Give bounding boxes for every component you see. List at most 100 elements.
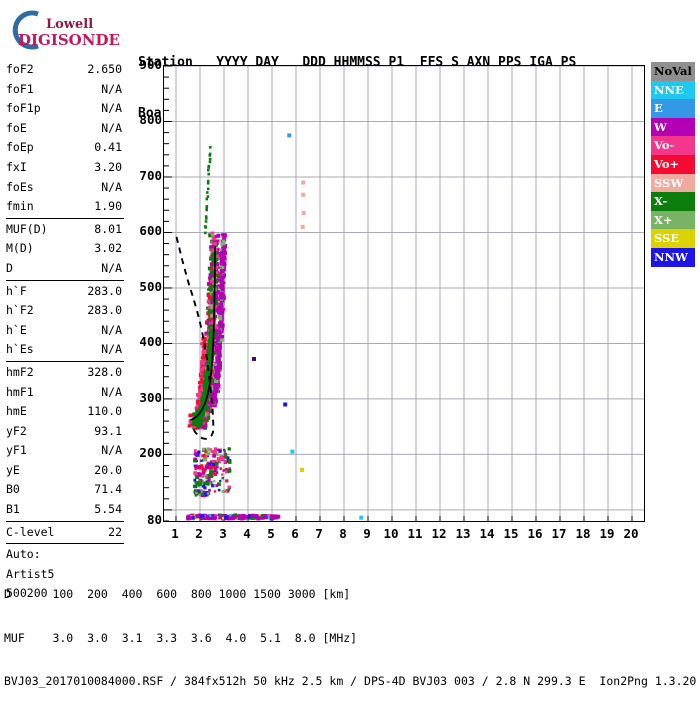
x-axis-tick-label: 17 <box>551 526 567 541</box>
param-row: foEp 0.41 <box>4 138 126 158</box>
param-name: foE <box>6 120 27 135</box>
param-name: foF1 <box>6 81 34 96</box>
x-axis-tick-label: 12 <box>431 526 447 541</box>
param-row: h`Es N/A <box>4 340 126 360</box>
x-axis-tick-label: 13 <box>455 526 471 541</box>
param-row: foEs N/A <box>4 178 126 198</box>
param-row: hmF1 N/A <box>4 383 126 403</box>
param-value: N/A <box>101 179 122 194</box>
param-name: h`F <box>6 283 27 298</box>
param-name: fxI <box>6 159 27 174</box>
x-axis-tick-label: 14 <box>479 526 495 541</box>
param-row: h`F 283.0 <box>4 282 126 302</box>
param-divider <box>6 543 124 545</box>
footer-distance-row: D 100 200 400 600 800 1000 1500 3000 [km… <box>4 587 351 601</box>
ionogram-canvas[interactable] <box>164 66 644 521</box>
ionogram-plot[interactable] <box>163 65 645 522</box>
legend-item-ssw[interactable]: SSW <box>651 173 695 193</box>
param-value: 328.0 <box>87 364 122 379</box>
param-row: h`E N/A <box>4 321 126 341</box>
y-axis-tick-label: 600 <box>139 223 162 239</box>
x-axis-tick-label: 5 <box>267 526 275 541</box>
param-divider <box>6 279 124 281</box>
param-name: hmF2 <box>6 364 34 379</box>
legend-item-nne[interactable]: NNE <box>651 80 695 100</box>
param-name: B1 <box>6 502 20 517</box>
x-axis-tick-label: 9 <box>363 526 371 541</box>
param-name: h`E <box>6 322 27 337</box>
param-group-frequencies: foF2 2.650 foF1 N/A foF1p N/A foE N/A foEp 0.… <box>4 60 126 217</box>
param-row: M(D) 3.02 <box>4 239 126 259</box>
param-group-muf: MUF(D) 8.01 M(D) 3.02 D N/A <box>4 220 126 279</box>
y-axis-tick-label: 900 <box>139 57 162 72</box>
param-row: hmE 110.0 <box>4 402 126 422</box>
lowell-digisonde-logo: Lowell DIGISONDE <box>8 8 128 50</box>
legend-item-vo-[interactable]: Vo- <box>651 136 695 155</box>
footer-muf-row: MUF 3.0 3.0 3.1 3.3 3.6 4.0 5.1 8.0 [MHz… <box>4 630 358 645</box>
param-value: 0.41 <box>94 140 122 155</box>
param-name: D <box>6 260 13 275</box>
x-axis-tick-label: 2 <box>195 526 203 541</box>
param-row: MUF(D) 8.01 <box>4 220 126 240</box>
param-value: 5.54 <box>94 502 122 517</box>
x-axis-tick-label: 8 <box>339 526 347 541</box>
echo-scatter-points <box>186 133 364 521</box>
param-value: N/A <box>101 260 122 275</box>
autoscaling-info: Auto: Artist5 500200 <box>4 545 126 604</box>
x-axis-tick-label: 19 <box>599 526 615 541</box>
param-name: yF2 <box>6 423 27 438</box>
legend-item-nnw[interactable]: NNW <box>651 247 695 267</box>
param-value: N/A <box>101 101 122 116</box>
param-row: hmF2 328.0 <box>4 363 126 383</box>
y-axis-tick-label: 700 <box>139 167 162 183</box>
param-value: N/A <box>101 443 122 458</box>
param-name: yE <box>6 462 20 477</box>
legend-item-noval[interactable]: NoVal <box>651 62 695 81</box>
legend-item-x-[interactable]: X- <box>651 192 695 211</box>
param-name: MUF(D) <box>6 221 48 236</box>
param-row: foF2 2.650 <box>4 60 126 80</box>
param-value: 22 <box>108 524 122 539</box>
param-row: foF1 N/A <box>4 80 126 100</box>
x-axis-labels: 1 2 3 4 5 6 7 8 9 10 11 12 13 14 15 16 17 18 19 20 <box>163 526 645 544</box>
param-value: N/A <box>101 384 122 399</box>
param-row: D N/A <box>4 259 126 279</box>
param-name: foEp <box>6 140 34 155</box>
param-row: fxI 3.20 <box>4 158 126 178</box>
param-row: B1 5.54 <box>4 500 126 520</box>
legend-item-e[interactable]: E <box>651 99 695 118</box>
y-axis-minor-ticks <box>164 66 172 521</box>
footer-info: D 100 200 400 600 800 1000 1500 3000 [km… <box>4 558 696 703</box>
param-name: fmin <box>6 199 34 214</box>
param-value: 3.02 <box>94 241 122 256</box>
param-value: N/A <box>101 342 122 357</box>
x-axis-tick-label: 15 <box>503 526 519 541</box>
param-value: 283.0 <box>87 283 122 298</box>
param-divider <box>6 520 124 522</box>
param-row: C-level 22 <box>4 523 126 543</box>
param-value: 93.1 <box>94 423 122 438</box>
legend-item-x-[interactable]: X+ <box>651 210 695 230</box>
param-name: hmF1 <box>6 384 34 399</box>
x-axis-tick-label: 3 <box>219 526 227 541</box>
logo-svg: Lowell DIGISONDE <box>12 10 120 50</box>
legend-item-w[interactable]: W <box>651 117 695 137</box>
param-value: 283.0 <box>87 303 122 318</box>
logo-lowell-text: Lowell <box>46 17 93 32</box>
footer-file-row: BVJ03_2017010084000.RSF / 384fx512h 50 k… <box>4 674 697 688</box>
param-value: N/A <box>101 81 122 96</box>
param-name: h`Es <box>6 342 34 357</box>
y-axis-tick-label: 300 <box>139 389 162 405</box>
param-divider <box>6 217 124 219</box>
legend-item-vo-[interactable]: Vo+ <box>651 154 695 174</box>
legend-item-sse[interactable]: SSE <box>651 229 695 248</box>
param-name: yF1 <box>6 443 27 458</box>
param-row: foE N/A <box>4 119 126 139</box>
auto-label: Auto: <box>6 547 41 562</box>
param-value: N/A <box>101 322 122 337</box>
param-value: 71.4 <box>94 482 122 497</box>
x-axis-tick-label: 6 <box>291 526 299 541</box>
x-axis-tick-label: 1 <box>171 526 179 541</box>
param-value: 8.01 <box>94 221 122 236</box>
param-value: 1.90 <box>94 199 122 214</box>
